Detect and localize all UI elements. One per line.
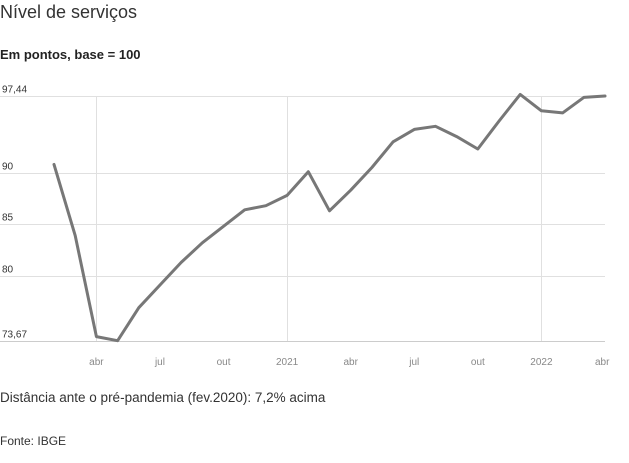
data-point — [94, 335, 98, 339]
data-point — [137, 306, 141, 310]
data-point — [116, 339, 120, 343]
data-point — [518, 92, 522, 96]
data-point — [222, 224, 226, 228]
data-point — [434, 124, 438, 128]
line-chart: 97,44 90 85 80 73,67 abr jul out 2021 abr jul out 2… — [0, 85, 610, 368]
data-point — [264, 204, 268, 208]
x-tick-label: out — [471, 357, 485, 368]
x-tick-label: jul — [154, 357, 165, 368]
source-label: Fonte: IBGE — [0, 434, 67, 448]
data-point — [73, 234, 77, 238]
y-tick-label: 90 — [2, 162, 14, 173]
data-point — [582, 95, 586, 99]
data-point — [455, 135, 459, 139]
data-point — [497, 119, 501, 123]
data-point — [603, 94, 607, 98]
data-point — [370, 166, 374, 170]
data-point — [539, 109, 543, 113]
y-tick-label: 97,44 — [2, 85, 27, 96]
data-point — [349, 188, 353, 192]
y-axis-ticks: 97,44 90 85 80 73,67 — [2, 85, 27, 341]
data-point — [476, 147, 480, 151]
data-point — [328, 209, 332, 213]
y-tick-label: 85 — [2, 213, 14, 224]
grid-lines — [0, 96, 605, 342]
x-tick-label: abr — [595, 357, 610, 368]
chart-subtitle: Em pontos, base = 100 — [0, 47, 141, 62]
x-tick-label: out — [217, 357, 231, 368]
series-line — [52, 92, 607, 343]
chart-title: Nível de serviços — [0, 2, 138, 22]
x-tick-label: 2021 — [276, 357, 299, 368]
x-tick-label: jul — [408, 357, 419, 368]
x-axis-ticks: abr jul out 2021 abr jul out 2022 abr — [89, 357, 610, 368]
x-tick-label: 2022 — [530, 357, 553, 368]
data-point — [561, 111, 565, 115]
data-point — [52, 162, 56, 166]
series-layer — [52, 92, 607, 343]
y-tick-label: 73,67 — [2, 330, 27, 341]
data-point — [179, 260, 183, 264]
data-point — [306, 170, 310, 174]
data-point — [158, 283, 162, 287]
data-point — [391, 140, 395, 144]
data-point — [412, 127, 416, 131]
pre-pandemic-note: Distância ante o pré-pandemia (fev.2020)… — [0, 390, 326, 405]
x-tick-label: abr — [89, 357, 104, 368]
data-point — [285, 193, 289, 197]
y-tick-label: 80 — [2, 265, 14, 276]
data-point — [200, 241, 204, 245]
x-tick-label: abr — [343, 357, 358, 368]
data-point — [243, 208, 247, 212]
